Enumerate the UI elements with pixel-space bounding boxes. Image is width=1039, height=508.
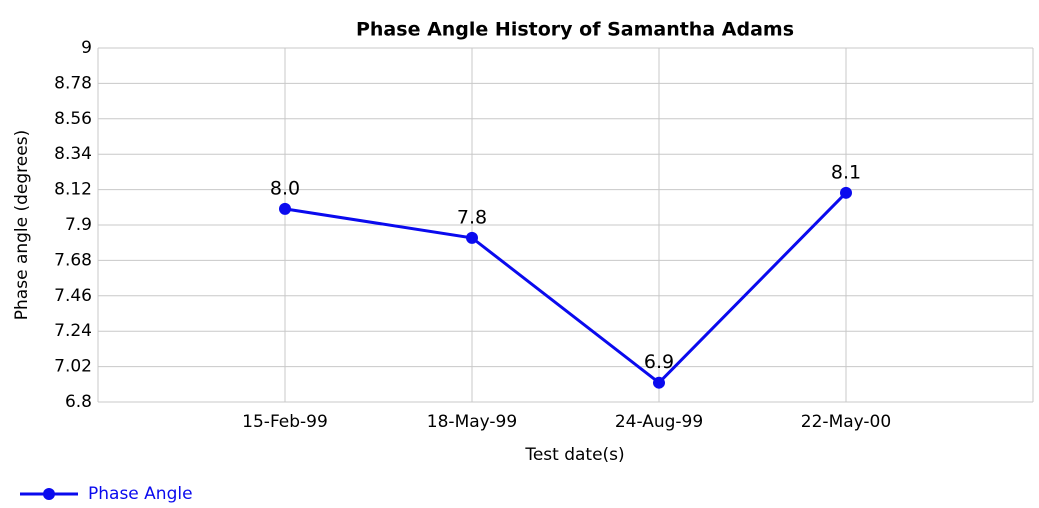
- y-tick-label: 7.02: [54, 357, 92, 377]
- x-tick-label: 15-Feb-99: [242, 412, 328, 432]
- line: [284, 191, 848, 385]
- point: [279, 202, 291, 215]
- point: [840, 186, 852, 199]
- x-tick-label: 24-Aug-99: [615, 412, 703, 432]
- point: [653, 376, 665, 389]
- data-label: 8.1: [831, 161, 861, 183]
- x-tick-label: 18-May-99: [427, 412, 517, 432]
- y-tick-label: 7.46: [54, 286, 92, 306]
- y-axis-title: Phase angle (degrees): [12, 130, 32, 320]
- data-label: 7.8: [457, 206, 487, 228]
- chart-title: Phase Angle History of Samantha Adams: [356, 19, 794, 41]
- y-tick-label: 6.8: [65, 392, 92, 412]
- y-tick-label: 8.56: [54, 109, 92, 129]
- y-tick-label: 8.34: [54, 144, 92, 164]
- point: [466, 231, 478, 244]
- data-label: 6.9: [644, 351, 674, 373]
- y-tick-label: 8.12: [54, 180, 92, 200]
- y-tick-label: 9: [81, 38, 92, 58]
- data-label: 8.0: [270, 177, 300, 199]
- legend-label: Phase Angle: [88, 484, 193, 504]
- legend-marker: [43, 488, 55, 500]
- y-tick-label: 7.9: [65, 215, 92, 235]
- y-tick-label: 8.78: [54, 73, 92, 93]
- x-tick-label: 22-May-00: [801, 412, 891, 432]
- y-tick-label: 7.24: [54, 321, 92, 341]
- x-axis-title: Test date(s): [524, 445, 624, 465]
- y-tick-label: 7.68: [54, 250, 92, 270]
